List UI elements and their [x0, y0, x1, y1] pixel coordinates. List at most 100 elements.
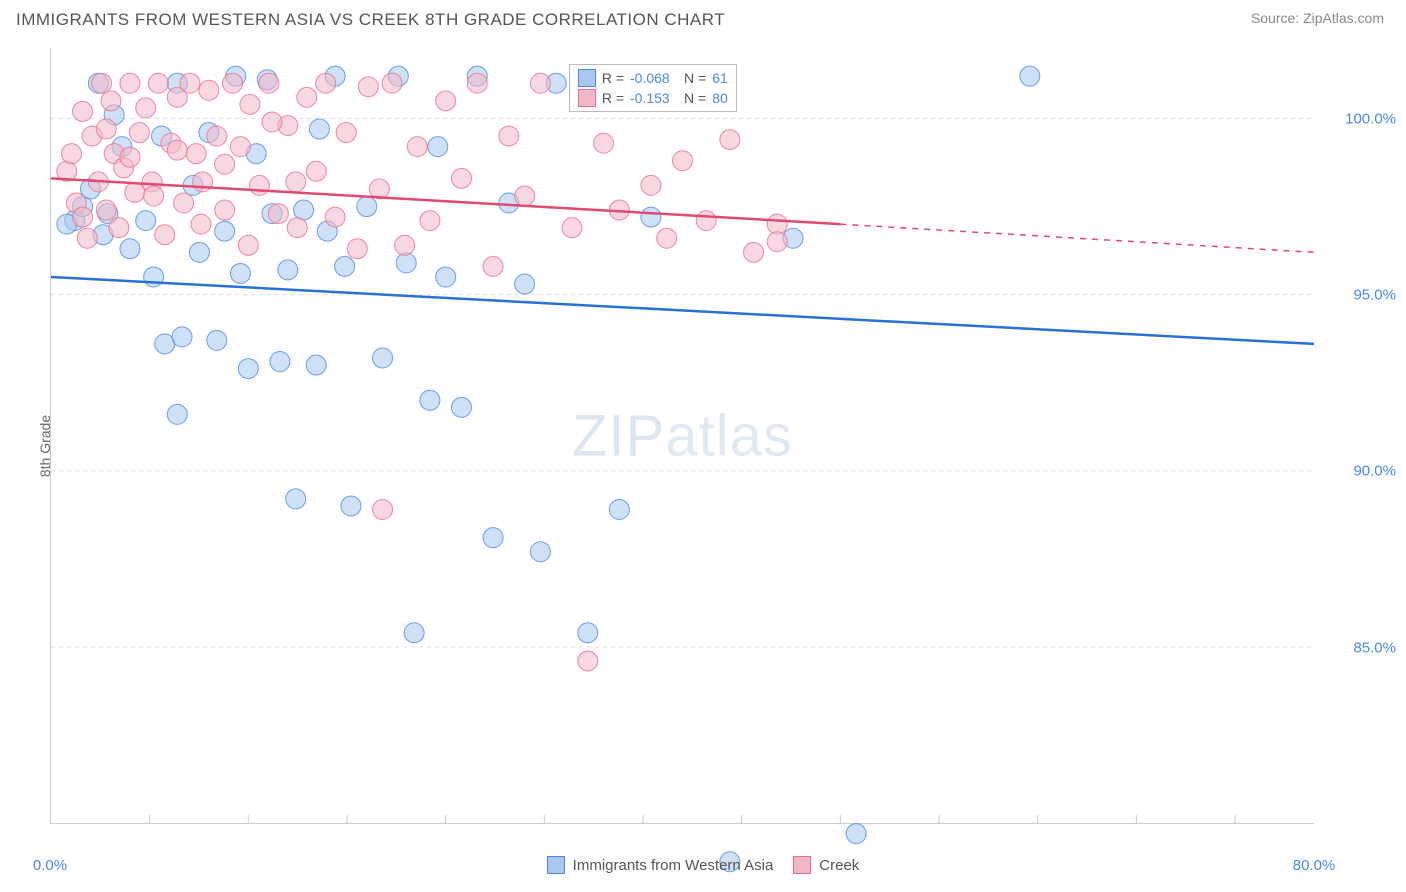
data-point	[77, 228, 97, 248]
data-point	[499, 126, 519, 146]
data-point	[336, 123, 356, 143]
data-point	[530, 73, 550, 93]
data-point	[238, 359, 258, 379]
y-axis-tick-labels: 85.0% 90.0% 95.0% 100.0%	[1316, 48, 1396, 824]
y-tick-label: 95.0%	[1353, 286, 1396, 303]
data-point	[483, 528, 503, 548]
data-point	[136, 98, 156, 118]
legend-item: Immigrants from Western Asia	[547, 856, 774, 874]
data-point	[207, 330, 227, 350]
data-point	[186, 144, 206, 164]
data-point	[259, 73, 279, 93]
data-point	[125, 182, 145, 202]
data-point	[335, 256, 355, 276]
data-point	[189, 242, 209, 262]
corr-n-value: 61	[712, 70, 728, 86]
data-point	[641, 207, 661, 227]
data-point	[174, 193, 194, 213]
data-point	[594, 133, 614, 153]
data-point	[357, 197, 377, 217]
data-point	[306, 161, 326, 181]
data-point	[341, 496, 361, 516]
y-tick-label: 100.0%	[1345, 110, 1396, 127]
data-point	[846, 824, 866, 844]
data-point	[578, 623, 598, 643]
data-point	[515, 274, 535, 294]
legend-label: Creek	[819, 857, 859, 874]
data-point	[562, 218, 582, 238]
corr-r-value: -0.068	[630, 70, 678, 86]
data-point	[238, 235, 258, 255]
data-point	[515, 186, 535, 206]
data-point	[309, 119, 329, 139]
data-point	[148, 73, 168, 93]
data-point	[382, 73, 402, 93]
data-point	[199, 80, 219, 100]
data-point	[358, 77, 378, 97]
data-point	[167, 404, 187, 424]
data-point	[215, 200, 235, 220]
corr-n-label: N =	[684, 70, 706, 86]
data-point	[744, 242, 764, 262]
data-point	[136, 211, 156, 231]
legend-label: Immigrants from Western Asia	[573, 857, 774, 874]
data-point	[767, 232, 787, 252]
bottom-legend: Immigrants from Western Asia Creek	[0, 856, 1406, 878]
trend-line	[51, 277, 1314, 344]
data-point	[373, 348, 393, 368]
data-point	[286, 172, 306, 192]
y-tick-label: 90.0%	[1353, 463, 1396, 480]
trend-line	[51, 178, 840, 224]
legend-swatch	[793, 856, 811, 874]
data-point	[262, 112, 282, 132]
data-point	[172, 327, 192, 347]
data-point	[287, 218, 307, 238]
data-point	[268, 204, 288, 224]
data-point	[347, 239, 367, 259]
data-point	[404, 623, 424, 643]
corr-swatch	[578, 69, 596, 87]
data-point	[191, 214, 211, 234]
data-point	[483, 256, 503, 276]
data-point	[407, 137, 427, 157]
corr-n-value: 80	[712, 90, 728, 106]
data-point	[673, 151, 693, 171]
data-point	[270, 352, 290, 372]
correlation-legend: R =-0.068N =61R =-0.153N =80	[569, 64, 737, 112]
data-point	[297, 87, 317, 107]
legend-item: Creek	[793, 856, 859, 874]
corr-r-value: -0.153	[630, 90, 678, 106]
data-point	[155, 225, 175, 245]
data-point	[109, 218, 129, 238]
legend-swatch	[547, 856, 565, 874]
data-point	[249, 175, 269, 195]
corr-r-label: R =	[602, 90, 624, 106]
plot-svg	[51, 48, 1314, 823]
data-point	[101, 91, 121, 111]
data-point	[96, 119, 116, 139]
data-point	[467, 73, 487, 93]
data-point	[530, 542, 550, 562]
data-point	[129, 123, 149, 143]
corr-legend-row: R =-0.153N =80	[576, 88, 730, 108]
y-tick-label: 85.0%	[1353, 639, 1396, 656]
corr-swatch	[578, 89, 596, 107]
data-point	[62, 144, 82, 164]
data-point	[420, 390, 440, 410]
trend-line-dashed	[840, 224, 1314, 252]
data-point	[436, 267, 456, 287]
corr-r-label: R =	[602, 70, 624, 86]
plot-area: ZIPatlas R =-0.068N =61R =-0.153N =80	[50, 48, 1314, 824]
chart-title: IMMIGRANTS FROM WESTERN ASIA VS CREEK 8T…	[16, 10, 725, 30]
data-point	[436, 91, 456, 111]
data-point	[428, 137, 448, 157]
data-point	[73, 101, 93, 121]
data-point	[578, 651, 598, 671]
data-point	[641, 175, 661, 195]
source-label: Source: ZipAtlas.com	[1251, 10, 1384, 26]
data-point	[96, 200, 116, 220]
data-point	[316, 73, 336, 93]
data-point	[144, 186, 164, 206]
data-point	[420, 211, 440, 231]
data-point	[657, 228, 677, 248]
